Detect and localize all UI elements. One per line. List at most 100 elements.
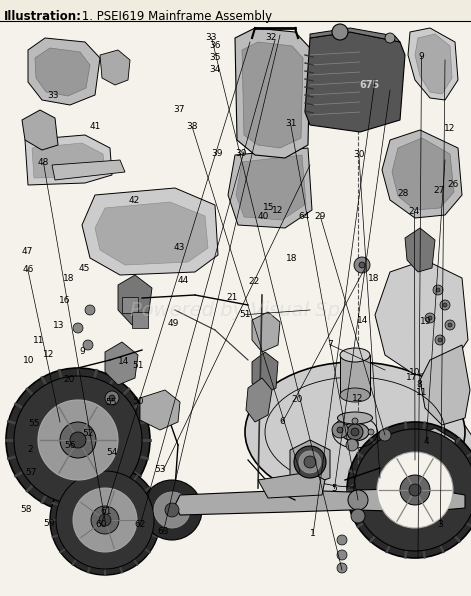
Circle shape [409, 484, 421, 496]
Text: 11: 11 [416, 387, 427, 397]
Text: 22: 22 [249, 277, 260, 286]
Polygon shape [290, 440, 330, 485]
Polygon shape [405, 228, 435, 272]
Text: 675: 675 [360, 80, 380, 90]
Circle shape [105, 391, 119, 405]
Text: 5: 5 [332, 484, 337, 493]
Text: 61: 61 [101, 507, 112, 516]
Circle shape [445, 320, 455, 330]
Text: 26: 26 [447, 180, 459, 190]
Circle shape [354, 429, 471, 551]
Text: 31: 31 [285, 119, 296, 129]
Polygon shape [340, 355, 370, 395]
Text: 51: 51 [239, 310, 251, 319]
Polygon shape [382, 130, 462, 218]
Text: 21: 21 [227, 293, 238, 303]
Polygon shape [310, 28, 400, 42]
Text: 16: 16 [59, 296, 71, 305]
Text: 62: 62 [135, 520, 146, 529]
Polygon shape [392, 138, 454, 210]
Circle shape [347, 422, 471, 558]
Circle shape [60, 422, 96, 458]
Text: 60: 60 [96, 520, 107, 529]
Text: 20: 20 [64, 374, 75, 384]
Circle shape [6, 368, 150, 512]
Polygon shape [252, 352, 278, 395]
Polygon shape [52, 160, 125, 180]
Circle shape [142, 480, 202, 540]
Circle shape [352, 440, 358, 446]
Polygon shape [390, 418, 471, 498]
Polygon shape [35, 48, 90, 96]
Text: 1: 1 [310, 529, 316, 538]
Text: 12: 12 [43, 349, 55, 359]
Circle shape [425, 313, 435, 323]
Text: 57: 57 [25, 468, 37, 477]
Polygon shape [100, 50, 130, 85]
Text: 12: 12 [444, 123, 455, 133]
Polygon shape [408, 28, 458, 100]
Ellipse shape [338, 412, 373, 424]
Circle shape [351, 509, 365, 523]
Text: 30: 30 [353, 150, 365, 160]
Circle shape [428, 316, 432, 320]
Text: 59: 59 [43, 519, 55, 528]
Text: 39: 39 [236, 149, 247, 159]
Text: 48: 48 [38, 157, 49, 167]
Polygon shape [258, 472, 325, 498]
Polygon shape [22, 110, 58, 150]
Text: 34: 34 [209, 65, 220, 74]
Text: 17: 17 [406, 373, 418, 383]
Text: 58: 58 [20, 505, 32, 514]
Text: 19: 19 [420, 317, 431, 327]
Text: 41: 41 [89, 122, 101, 132]
Polygon shape [32, 143, 105, 178]
Polygon shape [175, 488, 465, 515]
Circle shape [109, 395, 115, 401]
Polygon shape [375, 260, 468, 375]
Text: 4: 4 [423, 436, 429, 446]
Polygon shape [122, 297, 138, 313]
Polygon shape [105, 342, 138, 385]
Text: 35: 35 [209, 53, 220, 63]
Text: 24: 24 [409, 207, 420, 216]
Circle shape [351, 428, 359, 436]
Polygon shape [235, 28, 310, 158]
Ellipse shape [294, 446, 326, 478]
Polygon shape [0, 21, 471, 596]
Text: 43: 43 [174, 243, 185, 252]
Text: 7: 7 [327, 340, 333, 349]
Circle shape [337, 535, 347, 545]
Circle shape [400, 475, 430, 505]
Polygon shape [140, 390, 180, 430]
Text: 56: 56 [64, 441, 75, 451]
Text: 36: 36 [209, 41, 220, 51]
Ellipse shape [340, 348, 370, 362]
Circle shape [346, 439, 358, 451]
Polygon shape [405, 428, 455, 470]
Polygon shape [252, 312, 280, 352]
Text: 44: 44 [177, 275, 188, 285]
Text: 20: 20 [291, 395, 302, 404]
Text: 14: 14 [357, 316, 368, 325]
Circle shape [38, 400, 118, 480]
Circle shape [436, 288, 440, 292]
Ellipse shape [340, 388, 370, 402]
Circle shape [332, 24, 348, 40]
Text: 6: 6 [280, 417, 285, 427]
Text: 29: 29 [315, 212, 326, 221]
Ellipse shape [341, 423, 369, 441]
Circle shape [56, 471, 154, 569]
Polygon shape [228, 148, 312, 228]
Circle shape [165, 503, 179, 517]
Ellipse shape [299, 451, 321, 473]
Text: 52: 52 [82, 429, 94, 439]
Polygon shape [305, 32, 405, 132]
Text: 18: 18 [368, 274, 379, 284]
Circle shape [433, 285, 443, 295]
Circle shape [347, 424, 363, 440]
Text: 32: 32 [265, 33, 276, 42]
Polygon shape [415, 34, 452, 94]
Text: 38: 38 [187, 122, 198, 132]
Polygon shape [236, 155, 306, 220]
